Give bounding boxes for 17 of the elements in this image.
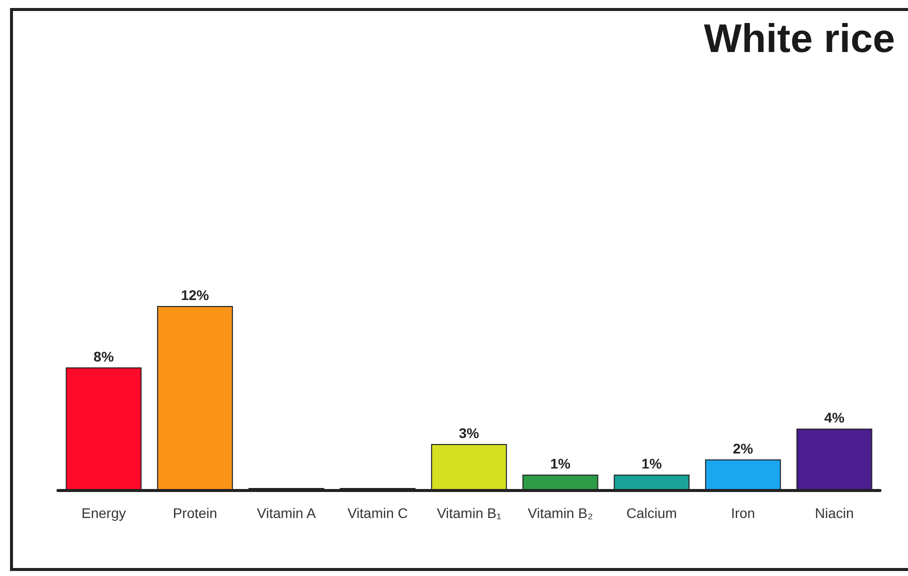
data-label: 12% — [180, 287, 210, 303]
chart-title: White rice — [704, 17, 896, 61]
data-label: 1% — [550, 456, 571, 472]
x-tick-label: Vitamin B₁ — [436, 505, 502, 521]
x-tick-label: Iron — [730, 505, 756, 521]
x-tick-label: Vitamin C — [347, 505, 408, 521]
x-tick-label: Niacin — [814, 505, 854, 521]
data-label: 1% — [642, 456, 662, 472]
data-label: 3% — [458, 425, 480, 441]
data-label: 2% — [732, 440, 754, 456]
x-tick-label: Vitamin B₂ — [528, 505, 593, 521]
data-label: 4% — [824, 410, 845, 426]
data-label: 8% — [94, 348, 114, 364]
x-tick-label: Calcium — [626, 505, 677, 521]
x-tick-label: Energy — [81, 505, 126, 521]
x-tick-label: Vitamin A — [256, 505, 316, 521]
x-tick-label: Protein — [172, 505, 218, 521]
